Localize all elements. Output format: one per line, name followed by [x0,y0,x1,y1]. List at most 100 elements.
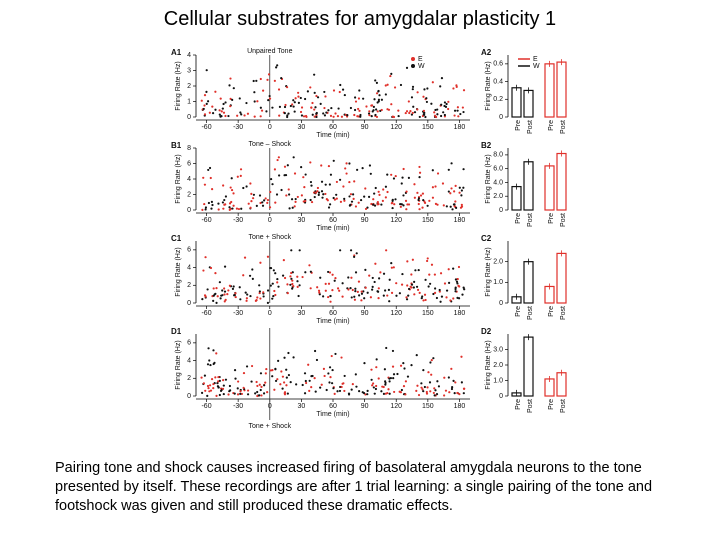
dot [255,79,258,82]
dot [380,108,383,112]
dot [335,193,338,196]
x-axis-label: Time (min) [316,225,349,232]
dot [433,111,436,114]
dot [453,391,456,395]
dot [378,277,381,280]
dot [216,382,219,385]
dot [302,115,306,118]
dot [456,109,459,112]
dot [210,378,214,381]
dot [275,193,279,196]
dot [231,287,235,290]
panel-label: A1 [171,48,182,57]
dot [426,386,429,389]
dot [368,114,371,117]
dot [453,114,456,117]
dot [359,198,363,202]
x-tick-label: 90 [361,217,369,224]
dot [375,115,379,119]
dot [207,387,210,390]
dot [332,387,335,390]
dot [385,346,388,350]
dot [355,252,358,255]
dot [209,176,212,180]
dot [209,266,213,270]
dot [207,347,210,350]
dot [214,272,217,275]
dot [405,110,409,113]
dot [298,249,301,252]
dot [298,284,301,287]
dot [310,106,313,109]
dot [445,296,448,299]
dot [336,114,340,118]
dot [360,292,364,295]
dot [327,282,331,285]
dot [434,185,437,188]
dot [251,268,254,271]
dot [366,206,369,209]
dot [452,267,455,270]
dot [309,180,313,184]
dot [250,364,254,368]
dot [433,291,437,294]
dot [271,183,274,186]
dot [209,363,212,367]
dot [242,371,246,375]
bar [511,185,522,211]
dot [450,387,454,391]
dot [407,294,410,297]
y-tick-label: 6 [187,160,191,167]
dot [339,200,343,203]
dot [343,93,346,97]
dot [425,97,428,100]
dot [313,195,316,199]
bar-label: Pre [515,399,522,410]
x-axis-label: Time (min) [316,411,349,418]
dot [290,271,293,275]
dot [449,192,452,195]
dot [458,285,461,288]
dot [222,207,225,210]
dot [314,106,317,109]
bar-label: Post [560,399,567,413]
dot [300,194,303,197]
dot [413,280,416,283]
dot [392,377,395,380]
dot [405,66,409,69]
dot [309,161,312,164]
dot [245,101,248,105]
dot [389,74,392,78]
dot [337,107,340,110]
dot [217,208,220,211]
dot [200,376,203,379]
dot [324,282,327,286]
dot [376,203,379,206]
dot [453,203,456,206]
dot [426,87,429,90]
dot [432,292,435,296]
dot [431,81,434,84]
dot [255,299,258,302]
dot [297,101,300,104]
dot [319,386,322,389]
y-tick-label: 0.4 [493,78,503,85]
dot [399,83,403,87]
dot [443,104,446,108]
y-tick-label: 2 [187,83,191,90]
dot [218,379,221,383]
dot [410,286,413,289]
dot [437,385,441,388]
dot [417,198,420,202]
dot [283,276,287,280]
dot [363,297,366,300]
annotation: Tone + Shock [248,234,291,241]
dot [310,386,313,389]
dot [211,203,214,207]
dot [206,363,210,366]
dot [231,98,234,102]
dot [458,186,461,189]
x-tick-label: 0 [268,217,272,224]
x-tick-label: 120 [390,124,402,131]
dot [360,290,363,293]
